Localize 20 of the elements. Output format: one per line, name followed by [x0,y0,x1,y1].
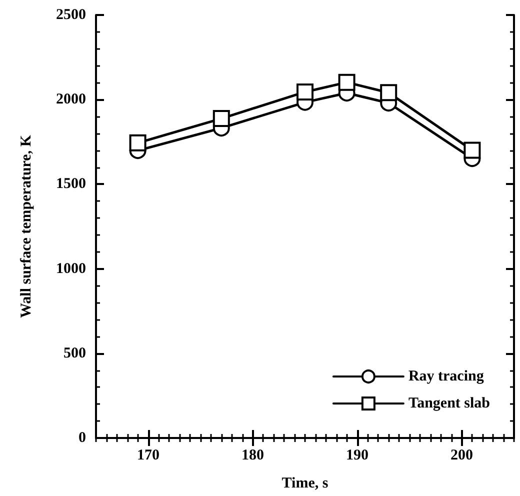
x-axis-title: Time, s [282,476,328,492]
x-tick-label: 180 [242,448,264,464]
y-tick-label: 1500 [56,176,86,192]
x-tick-label: 190 [346,448,368,464]
point [296,83,314,100]
point [212,110,230,128]
y-tick-label: 500 [64,345,86,362]
y-axis-title: Wall surface temperature, K [18,134,34,318]
y-tick-label: 1000 [56,260,86,277]
x-tick-label: 170 [137,448,160,464]
point [338,74,356,91]
point [129,134,146,152]
point [464,142,481,159]
x-tick-label: 200 [450,448,473,464]
y-tick-label: 0 [78,430,86,446]
legend-label: Ray tracing [408,368,484,384]
legend-label: Tangent slab [408,396,490,412]
y-tick-label: 2500 [56,7,86,23]
point [380,84,398,102]
y-tick-label: 2000 [56,92,86,108]
